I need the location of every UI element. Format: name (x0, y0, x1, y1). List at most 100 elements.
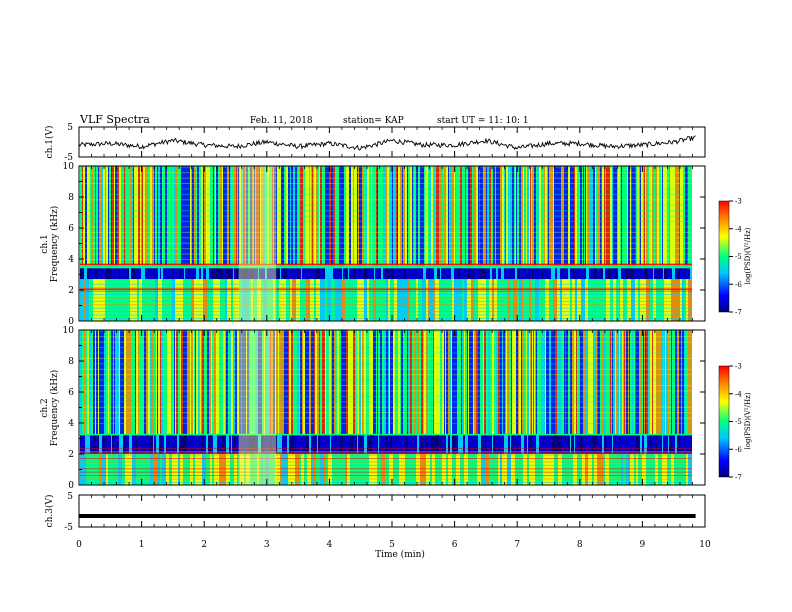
spectrogram-column (609, 454, 613, 485)
spectrogram-column (271, 330, 273, 434)
spectrogram-column (601, 330, 603, 434)
spectrogram-column (88, 166, 90, 266)
spectrogram-column (529, 454, 533, 485)
spectrogram-column (408, 330, 410, 434)
spectrogram-column (318, 435, 320, 454)
spectrogram-column (605, 166, 606, 266)
spectrogram-column (337, 330, 339, 434)
spectrogram-column (681, 268, 684, 280)
spectrogram-column (529, 268, 530, 280)
spectrogram-column (650, 330, 652, 434)
spectrogram-column (426, 454, 430, 485)
spectrogram-column (569, 454, 573, 485)
spectrogram-column (511, 330, 512, 434)
spectrogram-column (338, 166, 339, 266)
spectrogram-column (585, 166, 586, 266)
spectrogram-column (109, 279, 112, 321)
spectrogram-column (378, 166, 380, 266)
spectrogram-column (604, 435, 606, 454)
spectrogram-column (418, 279, 420, 321)
spectrogram-column (586, 435, 588, 454)
spectrogram-column (123, 268, 126, 280)
spectrogram-column (656, 330, 657, 434)
spectrogram-column (335, 166, 336, 266)
spectrogram-column (90, 166, 91, 266)
spectrogram-column (530, 268, 532, 280)
spectrogram-column (134, 166, 135, 266)
spectrogram-column (588, 454, 592, 485)
spectrogram-column (685, 330, 687, 434)
spectrogram-column (331, 166, 333, 266)
spectrogram-column (533, 268, 535, 280)
spectrogram-column (412, 330, 413, 434)
spectrogram-column (210, 166, 212, 266)
spectrogram-column (199, 435, 201, 454)
spectrogram-column (333, 166, 335, 266)
spectrogram-column (684, 268, 687, 280)
spectrogram-band (80, 300, 692, 302)
spectrogram-column (228, 330, 229, 434)
spectrogram-column (688, 454, 692, 485)
spectrogram-column (410, 435, 411, 454)
spectrogram-column (270, 166, 272, 266)
spectrogram-column (162, 435, 163, 454)
spectrogram-column (513, 279, 517, 321)
spectrogram-column (203, 268, 205, 280)
spectrogram-column (179, 166, 181, 266)
spectrogram-column (665, 268, 667, 280)
spectrogram-column (168, 279, 172, 321)
spectrogram-column (273, 166, 274, 266)
spectrogram-column (545, 166, 547, 266)
spectrogram-column (668, 435, 669, 454)
spectrogram-column (237, 330, 239, 434)
spectrogram-column (122, 454, 125, 485)
spectrogram-column (243, 435, 246, 454)
spectrogram-column (434, 435, 437, 454)
spectrogram-column (428, 435, 431, 454)
spectrogram-column (557, 330, 558, 434)
spectrogram-column (199, 268, 200, 280)
spectrogram-column (369, 166, 371, 266)
spectrogram-column (556, 268, 557, 280)
spectrogram-column (311, 268, 313, 280)
spectrogram-band (80, 183, 692, 185)
spectrogram-column (644, 454, 646, 485)
spectrogram-column (503, 330, 504, 434)
spectrogram-column (612, 166, 613, 266)
spectrogram-column (405, 435, 408, 454)
spectrogram-column (597, 435, 599, 454)
spectrogram-column (353, 330, 355, 434)
spectrogram-column (428, 330, 429, 434)
spectrogram-column (576, 330, 577, 434)
spectrogram-column (320, 166, 322, 266)
spectrogram-column (112, 268, 114, 280)
spectrogram-column (604, 166, 605, 266)
spectrogram-column (254, 166, 255, 266)
spectrogram-column (548, 268, 549, 280)
spectrogram-column (640, 268, 642, 280)
xtick-label: 4 (327, 540, 333, 550)
spectrogram-column (351, 268, 354, 280)
spectrogram-column (681, 330, 682, 434)
spectrogram-column (623, 279, 627, 321)
spectrogram-column (196, 279, 199, 321)
spectrogram-column (496, 330, 498, 434)
spectrogram-column (410, 268, 411, 280)
spectrogram-column (435, 166, 436, 266)
spectrogram-column (234, 435, 235, 454)
spectrogram-column (450, 435, 452, 454)
spectrogram-column (128, 330, 129, 434)
spectrogram-column (465, 268, 467, 280)
spectrogram-column (476, 435, 478, 454)
spectrogram-column (617, 435, 618, 454)
spectrogram-column (211, 435, 213, 454)
spectrogram-column (446, 330, 448, 434)
spectrogram-column (241, 166, 243, 266)
spectrogram-column (439, 330, 440, 434)
spectrogram-column (568, 268, 570, 280)
spectrogram-column (160, 454, 162, 485)
spectrogram-column (367, 435, 370, 454)
spectrogram-column (96, 435, 98, 454)
spectrogram-column (438, 454, 442, 485)
spectrogram-column (592, 454, 594, 485)
